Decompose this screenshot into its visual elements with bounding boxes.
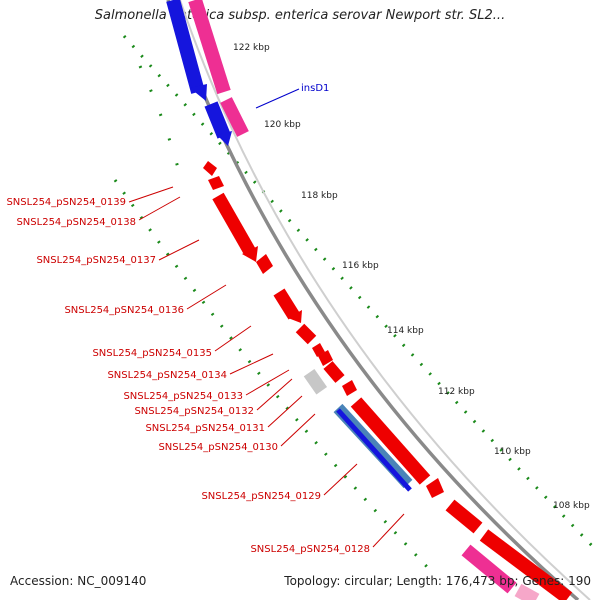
leader-line [255,88,300,109]
gene-label: SNSL254_pSN254_0133 [123,391,243,402]
gene-label: SNSL254_pSN254_0137 [36,255,156,266]
gene-label: SNSL254_pSN254_0128 [250,544,370,555]
inner-tick-arc-top [138,65,180,169]
gene-pink-bottom-2 [514,583,540,600]
leader-line [229,353,274,375]
scale-label: 114 kbp [387,326,424,336]
gene-blue-mid [204,101,231,139]
backbone-inner [179,0,591,600]
leader-line [245,369,290,396]
gene-label: SNSL254_pSN254_0138 [16,217,136,228]
gene-blue-top-arrow [190,84,207,101]
leader-line [280,413,316,447]
gene-0129-blue [336,408,412,492]
gene-blue-top [166,0,205,94]
leader-line [214,325,252,352]
gene-0137-head [242,246,258,262]
gene-pink-mid [220,97,249,137]
gene-0128-a [426,478,444,498]
gene-label: SNSL254_pSN254_0139 [6,197,126,208]
leader-line [267,395,303,428]
accession-text: Accession: NC_009140 [10,574,147,588]
gene-0132 [318,350,333,366]
gene-0133 [312,343,325,357]
leader-line [186,284,227,310]
scale-label: 116 kbp [342,261,379,271]
gene-0137 [212,192,256,256]
leader-line [138,196,181,221]
scale-label: 122 kbp [233,43,270,53]
gene-0138 [208,176,224,190]
outer-tick-arc [122,35,600,554]
gene-label: SNSL254_pSN254_0136 [64,305,184,316]
leader-line [158,239,200,261]
gene-0135-head [288,310,302,323]
gene-0135 [273,288,300,320]
gene-pink-bottom [461,544,517,594]
gene-blue-mid-arrow [217,131,232,146]
gene-label: SNSL254_pSN254_0131 [145,423,265,434]
scale-label: 108 kbp [553,501,590,511]
gene-0129-red [350,397,431,485]
gene-label: SNSL254_pSN254_0135 [92,348,212,359]
gene-0134 [295,323,317,345]
gene-label: SNSL254_pSN254_0132 [134,406,254,417]
leader-line [256,378,293,411]
gene-0136 [256,254,273,274]
gene-0130-gray [303,368,328,395]
gene-0128-b [445,499,483,534]
topology-summary: Topology: circular; Length: 176,473 bp; … [284,574,591,588]
gene-pink-top [188,0,231,95]
gene-red-small [342,380,357,396]
leader-line [323,463,358,496]
scale-label: 112 kbp [438,387,475,397]
scale-label: 110 kbp [494,447,531,457]
gene-red-bottom [479,529,573,600]
leader-line [372,513,405,548]
gene-0131 [323,361,345,383]
gene-label-insD1: insD1 [301,83,329,94]
gene-0139 [203,161,217,176]
scale-label: 120 kbp [264,120,301,130]
gene-label: SNSL254_pSN254_0130 [158,442,278,453]
gene-label: SNSL254_pSN254_0134 [107,370,227,381]
leader-line [128,186,174,203]
gene-label: SNSL254_pSN254_0129 [201,491,321,502]
scale-label: 118 kbp [301,191,338,201]
